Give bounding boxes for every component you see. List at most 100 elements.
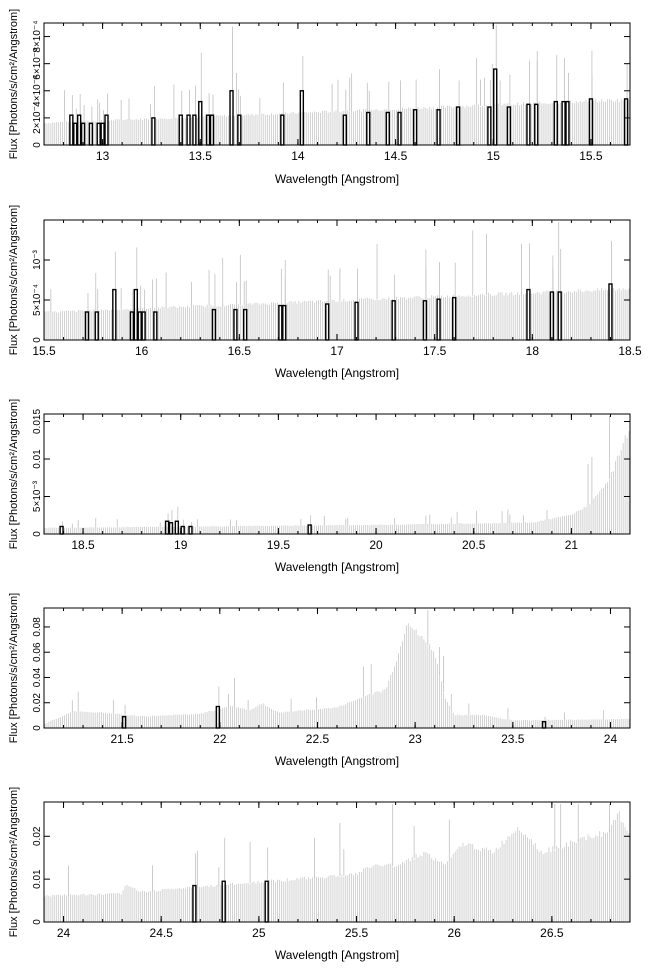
panel-1-x-tick-label: 15 bbox=[487, 149, 501, 163]
panel-5-x-tick-label: 25.5 bbox=[345, 926, 369, 940]
panel-3-line-bin bbox=[174, 520, 180, 535]
panel-1-line-bin bbox=[186, 114, 191, 146]
panel-5-y-tick-label: 0.01 bbox=[32, 869, 43, 889]
panel-2-line-bin bbox=[422, 300, 428, 341]
panel-4: 21.5 22 22.5 23 23.5 24 0 0.02 0.04 0.06 0.08 Wave… bbox=[8, 593, 631, 768]
panel-1-line-bin bbox=[80, 122, 86, 146]
panel-2-line-bin bbox=[233, 308, 238, 341]
panel-1-line-bin bbox=[205, 114, 211, 146]
panel-1-x-tick-label: 14 bbox=[291, 149, 305, 163]
panel-2-x-tick-label: 16 bbox=[135, 344, 149, 358]
panel-2-line-bin bbox=[354, 301, 359, 341]
panel-5-x-tick-label: 26.5 bbox=[540, 926, 564, 940]
panel-3-line-bin bbox=[180, 525, 185, 535]
panel-2-y-axis-label: Flux [Photons/s/cm²/Angstrom] bbox=[8, 205, 20, 355]
panel-2-x-tick-label: 18.5 bbox=[618, 344, 642, 358]
panel-3-line-bin bbox=[307, 524, 312, 535]
panel-2-line-bin bbox=[282, 304, 287, 341]
panel-1-x-axis-label: Wavelength [Angstrom] bbox=[275, 172, 399, 186]
panel-1-line-bin bbox=[73, 122, 78, 146]
panel-2-line-bin bbox=[137, 311, 142, 341]
panel-1-x-tick-label: 13 bbox=[96, 149, 110, 163]
panel-2-line-bin bbox=[325, 303, 330, 341]
panel-1-line-bin bbox=[198, 100, 203, 146]
panel-4-line-bin bbox=[541, 720, 547, 729]
panel-2-ticks: 15.5 16 16.5 17 17.5 18 18.5 0 5×10⁻⁴ 10⁻³ bbox=[32, 220, 642, 358]
panel-3-x-tick-label: 20 bbox=[369, 538, 383, 552]
panel-2-line-bin bbox=[112, 288, 117, 341]
panel-1-line-bin bbox=[561, 100, 566, 146]
panel-4-x-axis-label: Wavelength [Angstrom] bbox=[275, 754, 399, 768]
panel-2-bars bbox=[44, 222, 630, 341]
panel-1-line-bin bbox=[151, 117, 156, 146]
panel-2-x-tick-label: 17.5 bbox=[423, 344, 447, 358]
panel-5-x-tick-label: 24 bbox=[57, 926, 71, 940]
panel-3-y-tick-label: 0 bbox=[32, 531, 43, 537]
panel-4-x-tick-label: 23.5 bbox=[501, 732, 525, 746]
panel-1-x-tick-label: 13.5 bbox=[189, 149, 213, 163]
panel-4-y-axis-label: Flux [Photons/s/cm²/Angstrom] bbox=[8, 593, 20, 743]
panel-2-x-axis-label: Wavelength [Angstrom] bbox=[275, 366, 399, 380]
panel-5-x-tick-label: 26 bbox=[448, 926, 462, 940]
panel-3: 18.5 19 19.5 20 20.5 21 0 5×10⁻³ 0.01 0.015 Wavel… bbox=[8, 399, 631, 574]
panel-1-y-tick-label: 0 bbox=[32, 142, 43, 148]
panel-2-line-bin bbox=[129, 311, 135, 341]
panel-1-line-bin bbox=[385, 111, 390, 146]
panel-1-line-bin bbox=[455, 106, 461, 146]
panel-3-x-tick-label: 20.5 bbox=[462, 538, 486, 552]
panel-1-line-bin bbox=[534, 103, 539, 146]
panel-3-x-tick-label: 21 bbox=[565, 538, 579, 552]
panel-4-y-tick-label: 0.02 bbox=[32, 693, 43, 713]
panel-2-line-bin bbox=[84, 311, 90, 341]
panel-3-line-bin bbox=[59, 525, 64, 535]
panel-1-x-tick-label: 14.5 bbox=[384, 149, 408, 163]
panel-2-line-bin bbox=[242, 308, 248, 341]
panel-1-x-tick-label: 15.5 bbox=[579, 149, 603, 163]
panel-2-line-bin bbox=[133, 288, 139, 341]
panel-1-line-bin bbox=[299, 90, 305, 146]
panel-4-x-tick-label: 22.5 bbox=[306, 732, 330, 746]
panel-2-line-bin bbox=[211, 308, 217, 341]
panel-3-x-axis-label: Wavelength [Angstrom] bbox=[275, 560, 399, 574]
panel-1-y-tick-label: 2×10⁻⁴ bbox=[32, 102, 43, 134]
panel-5-y-tick-label: 0.02 bbox=[32, 826, 43, 846]
panel-1-line-bin bbox=[342, 114, 348, 146]
panel-1-ticks: 13 13.5 14 14.5 15 15.5 0 2×10⁻⁴4×10⁻⁴6×10⁻⁴8×1… bbox=[32, 21, 631, 163]
panel-1-line-bin bbox=[526, 103, 531, 146]
panel-2-line-bin bbox=[391, 300, 396, 341]
panel-3-x-tick-label: 19.5 bbox=[267, 538, 291, 552]
panel-5-x-tick-label: 24.5 bbox=[150, 926, 174, 940]
panel-1-line-bin bbox=[209, 114, 215, 146]
panel-1-line-bin bbox=[553, 100, 558, 146]
panel-1-line-bin bbox=[487, 106, 492, 146]
panel-2-line-bin bbox=[557, 291, 562, 341]
panel-5-frame bbox=[43, 801, 631, 923]
panel-5-ticks: 24 24.5 25 25.5 26 26.5 0 0.01 0.02 bbox=[32, 802, 631, 940]
panel-2-x-tick-label: 17 bbox=[330, 344, 344, 358]
panel-1-line-bin bbox=[436, 109, 441, 146]
panel-1-line-bin bbox=[76, 114, 82, 146]
panel-5-line-bin bbox=[264, 880, 269, 923]
panel-1-line-bin bbox=[69, 114, 74, 146]
panel-1-line-bin bbox=[565, 100, 570, 146]
panel-5-x-axis-label: Wavelength [Angstrom] bbox=[275, 948, 399, 962]
panel-2-line-bin bbox=[436, 298, 441, 341]
panel-4-x-tick-label: 23 bbox=[408, 732, 422, 746]
panel-4-x-tick-label: 21.5 bbox=[110, 732, 134, 746]
panel-2-line-bin bbox=[549, 291, 555, 341]
panel-2-line-bin bbox=[94, 311, 99, 341]
panel-4-ticks: 21.5 22 22.5 23 23.5 24 0 0.02 0.04 0.06 0.08 bbox=[32, 608, 631, 746]
panel-3-y-tick-label: 0.01 bbox=[32, 449, 43, 469]
panel-1-line-bin bbox=[237, 114, 242, 146]
panel-4-frame bbox=[43, 607, 631, 729]
panel-3-ticks: 18.5 19 19.5 20 20.5 21 0 5×10⁻³ 0.01 0.015 bbox=[32, 409, 631, 552]
panel-3-x-tick-label: 19 bbox=[174, 538, 188, 552]
panel-1-line-bin bbox=[366, 111, 371, 146]
panel-1-line-bin bbox=[588, 98, 594, 146]
panel-1-line-bin bbox=[623, 98, 629, 146]
panel-1-frame bbox=[43, 22, 631, 146]
panel-1-y-tick-label: 4×10⁻⁴ bbox=[32, 75, 43, 107]
panel-4-bars bbox=[44, 610, 630, 729]
panel-4-y-tick-label: 0.06 bbox=[32, 642, 43, 662]
panel-1-line-bin bbox=[506, 106, 512, 146]
